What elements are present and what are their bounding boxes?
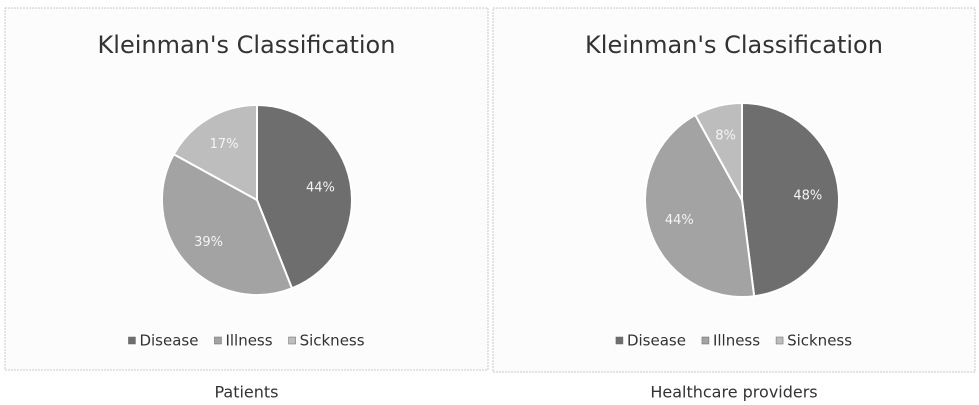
chart-title: Kleinman's Classification	[98, 31, 396, 59]
legend-swatch	[214, 336, 222, 345]
legend-swatch	[128, 336, 136, 345]
pie-slice	[644, 113, 756, 298]
data-label: 8%	[715, 129, 736, 144]
legend-swatch	[775, 336, 784, 345]
data-label: 44%	[306, 180, 335, 195]
legend-label: Sickness	[300, 332, 365, 350]
pie-slice	[161, 152, 294, 296]
data-label: 39%	[194, 235, 223, 250]
legend-swatch	[288, 336, 296, 345]
pie-slice	[693, 101, 743, 201]
legend-label: Disease	[627, 332, 686, 350]
data-label: 44%	[665, 213, 694, 228]
legend-swatch	[615, 336, 624, 345]
chart-title: Kleinman's Classification	[585, 31, 883, 59]
pie-slice	[172, 103, 258, 202]
chart-caption: Patients	[214, 383, 278, 402]
chart-caption: Healthcare providers	[650, 383, 817, 402]
legend-label: Illness	[225, 332, 272, 350]
data-label: 17%	[210, 137, 239, 152]
legend-label: Disease	[139, 332, 198, 350]
legend-swatch	[701, 336, 710, 345]
pie-slice	[256, 103, 353, 290]
pie-slice	[741, 101, 840, 298]
data-label: 48%	[793, 188, 822, 203]
legend-label: Sickness	[787, 332, 852, 350]
legend-label: Illness	[713, 332, 760, 350]
